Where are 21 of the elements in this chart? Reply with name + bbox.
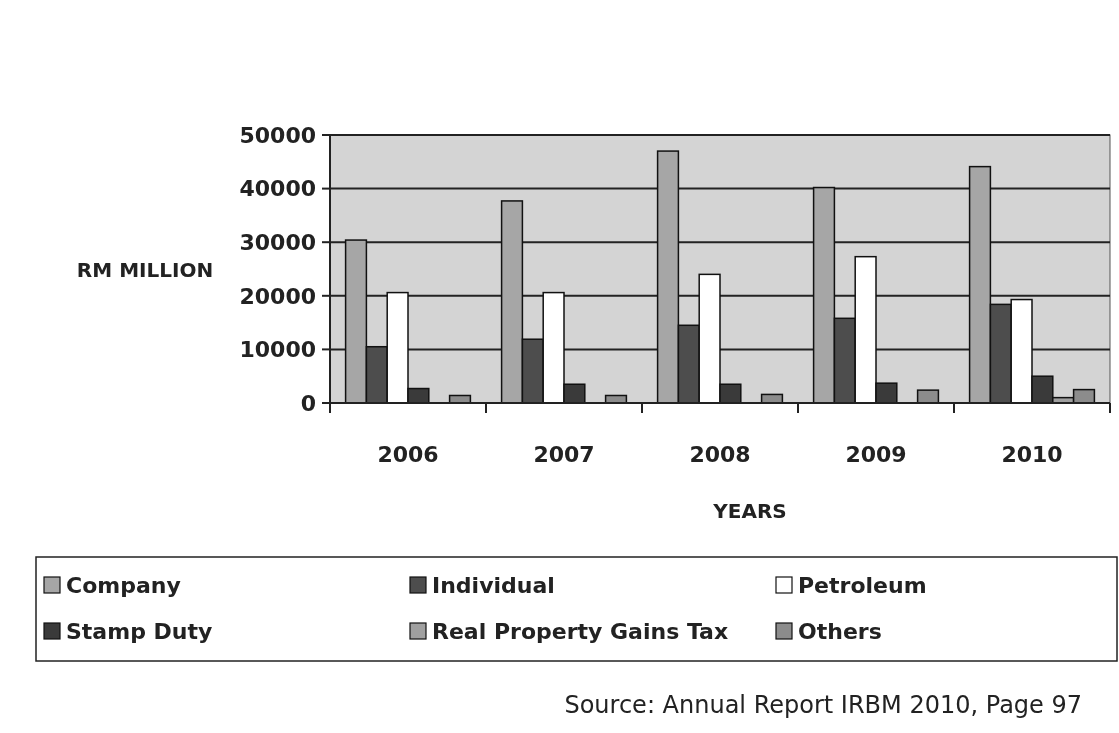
x-tick-label: 2006 — [377, 442, 439, 467]
y-tick-label: 0 — [300, 390, 316, 416]
legend-label: Petroleum — [798, 572, 927, 598]
source-note: Source: Annual Report IRBM 2010, Page 97 — [564, 691, 1082, 719]
x-tick-label: 2008 — [689, 442, 751, 467]
y-tick-label: 30000 — [239, 229, 316, 255]
y-tick-label: 10000 — [239, 337, 316, 363]
x-tick-label: 2010 — [1001, 442, 1063, 467]
legend-label: Others — [798, 618, 882, 644]
y-tick-label: 50000 — [239, 122, 316, 148]
y-axis-title: RM MILLION — [76, 258, 214, 282]
y-tick-label: 20000 — [239, 283, 316, 309]
x-tick-label: 2009 — [845, 442, 907, 467]
legend-label: Real Property Gains Tax — [432, 618, 729, 644]
y-tick-label: 40000 — [239, 176, 316, 202]
bar — [916, 389, 940, 404]
legend-label: Company — [66, 572, 181, 598]
x-axis-title: YEARS — [712, 499, 787, 523]
x-tick-label: 2007 — [533, 442, 595, 467]
legend-label: Individual — [432, 572, 555, 598]
legend-label: Stamp Duty — [66, 618, 213, 644]
